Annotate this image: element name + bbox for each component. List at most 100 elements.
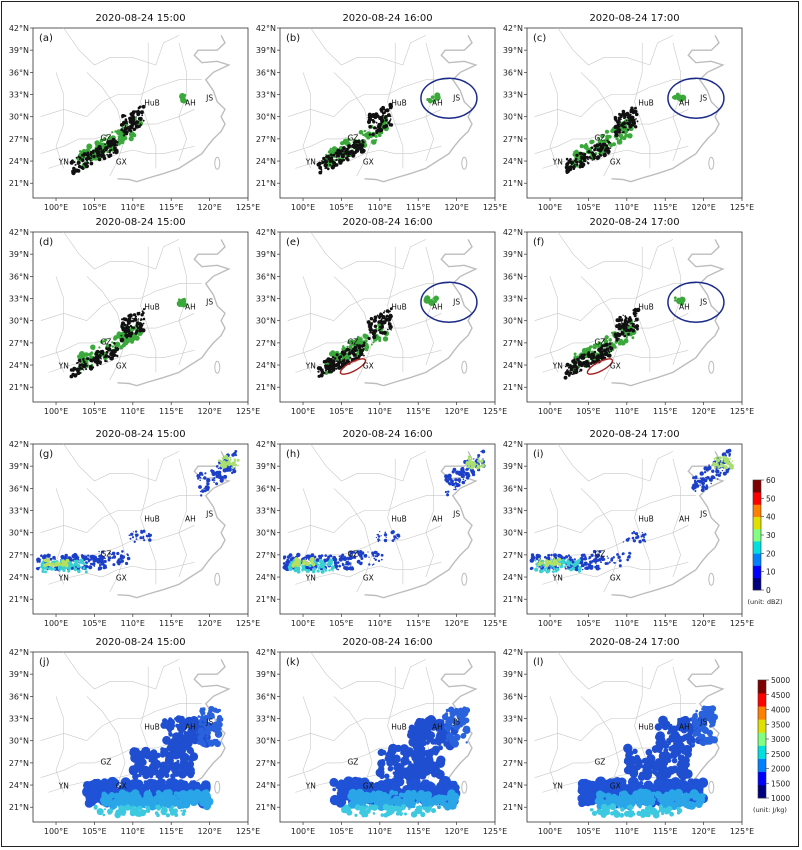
radar-echo	[582, 153, 585, 156]
reflectivity-echo	[339, 556, 344, 561]
province-border	[534, 495, 696, 534]
panel-title: 2020-08-24 15:00	[95, 637, 185, 648]
radar-echo	[337, 361, 339, 364]
reflectivity-echo	[102, 563, 106, 566]
y-tick-label: 36°N	[9, 272, 29, 281]
radar-echo	[359, 147, 364, 152]
radar-echo	[77, 361, 79, 364]
radar-echo	[381, 114, 384, 117]
radar-echo	[318, 165, 323, 170]
reflectivity-echo	[213, 477, 216, 480]
reflectivity-echo	[347, 558, 350, 561]
radar-echo	[388, 310, 391, 313]
cape-field	[398, 771, 406, 780]
radar-echo	[599, 147, 603, 151]
radar-echo	[385, 309, 390, 313]
cape-field	[165, 755, 172, 762]
cape-field	[151, 784, 159, 792]
radar-echo	[79, 366, 82, 370]
panel-label: (f)	[533, 237, 544, 248]
radar-echo	[323, 159, 328, 164]
y-tick-label: 42°N	[9, 24, 29, 33]
reflectivity-echo	[551, 565, 555, 568]
radar-echo	[572, 165, 576, 169]
reflectivity-echo	[470, 466, 474, 470]
radar-echo	[630, 323, 632, 325]
reflectivity-echo	[349, 550, 353, 555]
radar-echo	[356, 147, 360, 151]
cape-field	[215, 709, 220, 714]
cape-field	[202, 715, 209, 723]
reflectivity-echo	[99, 561, 102, 564]
y-tick-label: 24°N	[256, 781, 276, 790]
radar-echo	[335, 151, 337, 154]
cape-field	[337, 793, 345, 801]
cape-field	[167, 743, 173, 748]
radar-echo	[593, 351, 595, 353]
radar-echo	[130, 121, 132, 123]
radar-echo	[604, 343, 607, 347]
reflectivity-echo	[310, 553, 315, 558]
radar-echo	[626, 320, 630, 324]
highlight-circle	[420, 281, 478, 323]
reflectivity-echo	[476, 463, 479, 466]
cape-field	[439, 800, 446, 807]
radar-echo	[89, 150, 94, 155]
radar-echo	[599, 348, 602, 351]
y-tick-label: 42°N	[9, 440, 29, 449]
province-label: AH	[679, 515, 690, 524]
cape-field	[140, 809, 143, 812]
x-tick-label: 120°E	[444, 619, 468, 628]
reflectivity-echo	[147, 532, 150, 535]
radar-echo	[604, 147, 607, 150]
radar-echo	[378, 339, 382, 342]
cape-field	[433, 750, 439, 756]
cape-field	[162, 735, 172, 745]
radar-echo	[610, 128, 615, 134]
radar-echo	[94, 148, 99, 153]
radar-echo	[604, 335, 609, 340]
reflectivity-echo	[309, 557, 313, 561]
province-border	[48, 562, 195, 585]
reflectivity-echo	[600, 561, 602, 564]
province-label: JS	[452, 93, 460, 102]
radar-echo	[86, 143, 93, 150]
radar-echo	[106, 153, 108, 156]
reflectivity-echo	[203, 487, 205, 490]
reflectivity-echo	[380, 558, 383, 561]
y-tick-label: 36°N	[9, 68, 29, 77]
reflectivity-echo	[544, 559, 549, 564]
radar-echo	[368, 133, 372, 136]
radar-echo	[583, 160, 585, 162]
radar-echo	[593, 158, 595, 161]
province-label: GZ	[100, 133, 111, 142]
radar-echo	[627, 332, 630, 336]
x-tick-label: 115°E	[406, 407, 430, 416]
reflectivity-echo	[465, 468, 468, 471]
radar-echo	[359, 337, 363, 341]
coastline	[364, 239, 478, 387]
cape-field	[177, 749, 185, 757]
highlight-ellipse	[339, 358, 367, 375]
reflectivity-echo	[87, 554, 90, 557]
radar-echo	[142, 119, 145, 122]
reflectivity-echo	[565, 561, 568, 564]
radar-echo	[579, 160, 583, 164]
radar-echo	[389, 317, 392, 320]
radar-echo	[614, 333, 619, 337]
reflectivity-echo	[554, 569, 558, 573]
radar-echo	[578, 361, 583, 366]
reflectivity-echo	[393, 535, 397, 539]
reflectivity-echo	[462, 478, 465, 481]
reflectivity-echo	[598, 550, 602, 554]
province-label: HuB	[638, 515, 654, 524]
radar-echo	[618, 113, 622, 116]
reflectivity-echo	[206, 478, 211, 483]
reflectivity-echo	[725, 470, 729, 474]
panel-i: 2020-08-24 17:0042°N39°N36°N33°N30°N27°N…	[503, 429, 754, 628]
radar-echo	[605, 129, 609, 134]
x-tick-label: 115°E	[406, 203, 430, 212]
reflectivity-echo	[129, 537, 132, 540]
radar-echo	[342, 158, 346, 162]
reflectivity-echo	[125, 561, 129, 566]
